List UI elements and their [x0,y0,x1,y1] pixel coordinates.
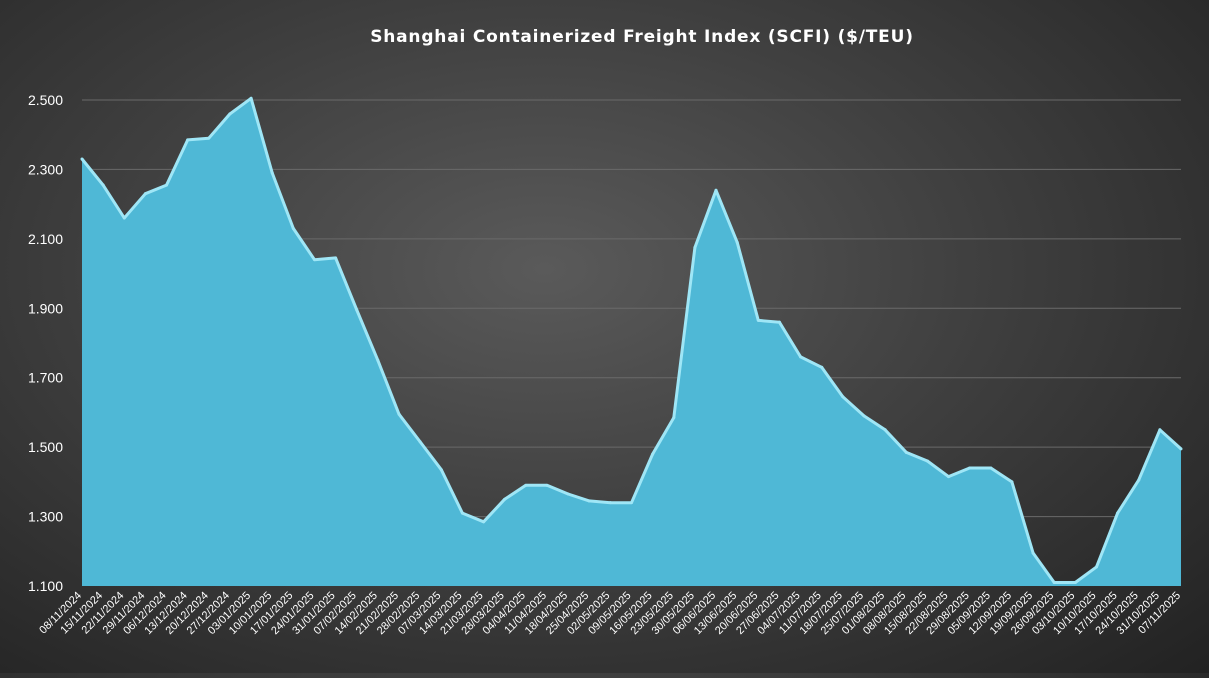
data-point [651,452,655,456]
data-point [566,492,570,496]
data-point [122,216,126,220]
data-point [291,226,295,230]
data-point [80,157,84,161]
x-axis-ticks: 08/11/202415/11/202422/11/202429/11/2024… [37,590,1183,637]
data-point [925,459,929,463]
data-point [841,395,845,399]
y-tick-label: 2.300 [28,161,63,177]
data-point [397,412,401,416]
y-tick-label: 2.100 [28,231,63,247]
data-point [165,183,169,187]
data-point [1116,511,1120,515]
area-fill [82,98,1181,587]
data-point [1137,478,1141,482]
data-point [883,428,887,432]
data-point [756,318,760,322]
data-point [630,501,633,505]
data-point [503,497,507,501]
data-point [312,258,316,262]
data-point [777,320,781,324]
data-point [186,138,190,142]
data-point [418,440,422,444]
data-point [334,256,338,260]
data-point [524,483,528,487]
data-point [355,308,359,312]
data-point [989,466,993,470]
y-tick-label: 1.900 [28,300,63,316]
data-point [1179,447,1183,451]
data-point [101,183,105,187]
area-series [80,96,1183,587]
data-point [693,246,697,250]
y-tick-label: 1.500 [28,439,63,455]
data-point [820,365,824,369]
y-axis-ticks: 1.100 1.300 1.500 1.700 1.900 2.100 2.300 2.500 [28,92,63,594]
data-point [460,511,464,515]
data-point [1052,581,1056,585]
data-point [376,358,380,362]
y-tick-label: 2.500 [28,92,63,108]
data-point [587,499,591,503]
data-point [545,483,549,487]
data-point [439,468,443,472]
data-point [672,416,676,420]
y-tick-label: 1.100 [28,578,63,594]
y-tick-label: 1.300 [28,509,63,525]
data-point [714,188,718,192]
data-point [1094,565,1098,569]
data-point [1031,551,1035,555]
data-point [1158,428,1162,432]
data-point [608,501,612,505]
data-point [207,136,211,140]
y-tick-label: 1.700 [28,370,63,386]
data-point [735,240,739,244]
data-point [968,466,972,470]
data-point [482,520,486,524]
data-point [904,450,908,454]
chart-title: Shanghai Containerized Freight Index (SC… [370,27,914,47]
data-point [143,192,147,196]
data-point [799,355,803,359]
data-point [862,414,866,418]
data-point [270,171,274,175]
data-point [249,96,253,100]
data-point [1073,581,1077,585]
data-point [947,475,951,479]
data-point [1010,480,1014,484]
data-point [228,112,232,116]
